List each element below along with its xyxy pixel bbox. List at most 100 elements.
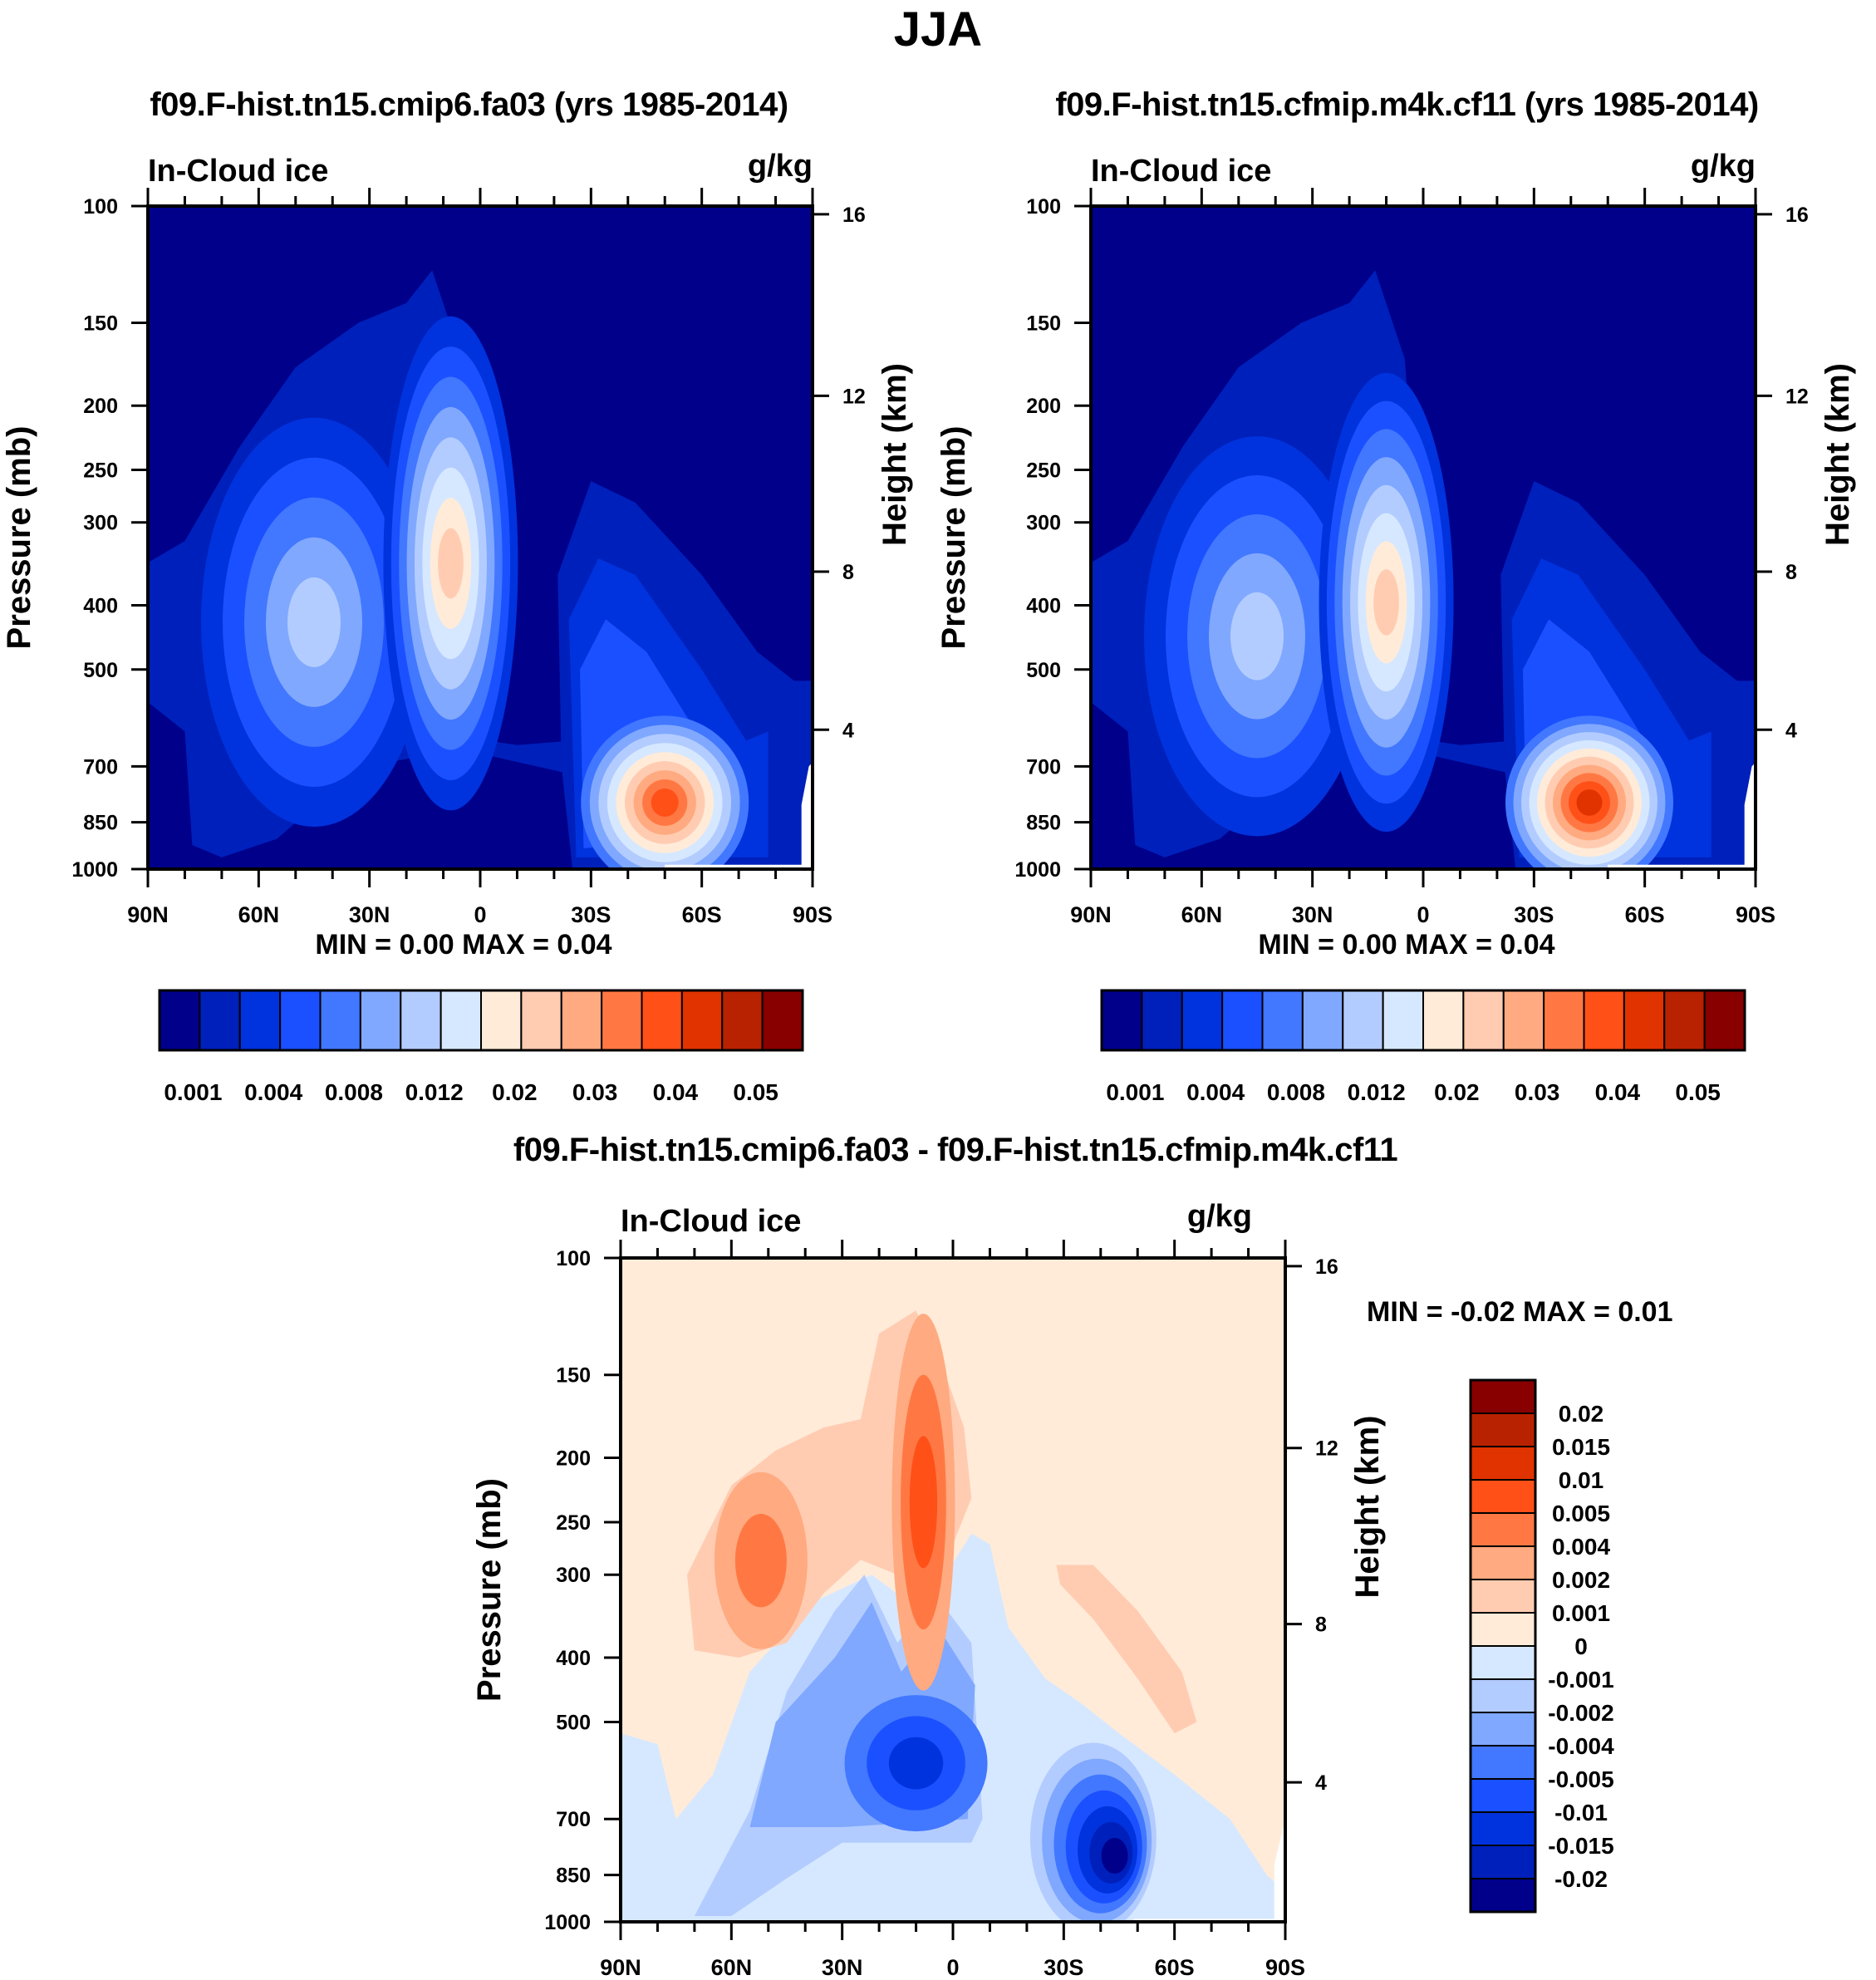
x-tick-label: 60S	[1155, 1955, 1195, 1980]
x-tick-label: 90S	[1736, 902, 1775, 927]
y-tick-label: 300	[556, 1564, 591, 1587]
right-string: g/kg	[1691, 149, 1756, 184]
nh-pos-blob-level-4	[734, 1514, 787, 1608]
y-tick-label: 200	[1026, 395, 1061, 418]
colorbar-swatch	[1470, 1379, 1536, 1414]
sh-blob-level-13	[1576, 789, 1603, 816]
x-tick-label: 60S	[1625, 902, 1665, 927]
trop-blob-level-9	[438, 528, 464, 599]
y-tick-label: 200	[556, 1447, 591, 1471]
colorbar-swatch	[1623, 990, 1666, 1051]
colorbar-swatch	[1470, 1712, 1536, 1747]
colorbar-swatch	[1470, 1545, 1536, 1580]
colorbar-label: 0.05	[1675, 1079, 1721, 1105]
colorbar-label: -0.01	[1554, 1800, 1608, 1825]
height-tick-label: 4	[1785, 719, 1797, 742]
y-tick-label: 300	[83, 512, 118, 535]
panel-top-right: f09.F-hist.tn15.cfmip.m4k.cf11 (yrs 1985…	[938, 0, 1876, 1105]
y-tick-label: 400	[1026, 594, 1061, 617]
right-string: g/kg	[1187, 1199, 1252, 1234]
x-tick-label: 90N	[127, 902, 169, 927]
colorbar-label: 0.015	[1552, 1434, 1610, 1460]
colorbar-swatch	[1261, 990, 1304, 1051]
contour-plot-difference: 90N 60N 30N 0 30S 60S 90S 100 150 200 250 300 400 500…	[471, 1199, 1673, 1980]
colorbar-label: 0.001	[164, 1079, 222, 1105]
colorbar-swatch	[601, 990, 643, 1051]
y-tick-label: 500	[1026, 659, 1061, 682]
contour-plot-top-left: 90N 60N 30N 0 30S 60S 90S 100 150 200 250 300 400 500…	[1, 149, 913, 1105]
colorbar-swatch	[1101, 990, 1143, 1051]
x-tick-label: 30S	[1514, 902, 1554, 927]
x-tick-label: 30N	[822, 1955, 863, 1980]
y-tick-label: 100	[1026, 195, 1061, 219]
colorbar-swatch	[1543, 990, 1585, 1051]
sh-blob-level-12	[651, 788, 679, 817]
colorbar-label: 0.04	[1595, 1079, 1641, 1105]
colorbar-label: -0.002	[1548, 1700, 1613, 1726]
colorbar-label: 0.05	[733, 1079, 778, 1105]
colorbar-swatch	[560, 990, 603, 1051]
panel-title: f09.F-hist.tn15.cmip6.fa03 (yrs 1985-201…	[150, 86, 788, 123]
colorbar-swatch	[1141, 990, 1183, 1051]
y-tick-label: 1000	[544, 1911, 591, 1934]
colorbar-label: 0.004	[1552, 1534, 1610, 1560]
x-tick-label: 90S	[1265, 1955, 1305, 1980]
colorbar-swatch	[1342, 990, 1384, 1051]
panel-top-left: f09.F-hist.tn15.cmip6.fa03 (yrs 1985-201…	[0, 0, 938, 1105]
colorbar-label: 0.005	[1552, 1501, 1610, 1526]
colorbar-swatch	[1382, 990, 1424, 1051]
colorbar-swatch	[1470, 1645, 1536, 1680]
y-tick-label: 700	[83, 755, 118, 779]
height-tick-label: 12	[1785, 385, 1809, 408]
x-tick-label: 30S	[571, 902, 611, 927]
y-axis-right-label: Height (km)	[1820, 363, 1856, 546]
colorbar-swatch	[1703, 990, 1746, 1051]
y-tick-label: 500	[83, 659, 118, 682]
y-axis-label: Pressure (mb)	[471, 1478, 508, 1702]
main-title: JJA	[893, 2, 983, 57]
y-tick-label: 250	[556, 1511, 591, 1535]
y-tick-label: 700	[1026, 755, 1061, 779]
colorbar-label: 0.012	[1348, 1079, 1406, 1105]
colorbar-label: 0.008	[1267, 1079, 1325, 1105]
colorbar-swatch	[359, 990, 402, 1051]
y-tick-label: 150	[556, 1364, 591, 1388]
x-tick-label: 60N	[1181, 902, 1223, 927]
nh-blob-level-6	[287, 577, 341, 667]
y-tick-label: 850	[1026, 812, 1061, 835]
panel-title: f09.F-hist.tn15.cmip6.fa03 - f09.F-hist.…	[513, 1132, 1398, 1168]
colorbar-label: 0.002	[1552, 1567, 1610, 1593]
contour-field	[148, 206, 813, 869]
height-tick-label: 8	[1315, 1614, 1327, 1637]
height-tick-label: 16	[1785, 204, 1809, 227]
y-axis-label: Pressure (mb)	[938, 426, 972, 650]
contour-field	[621, 1258, 1285, 1922]
colorbar-label: 0.008	[325, 1079, 383, 1105]
height-tick-label: 16	[842, 204, 866, 227]
min-max-stats: MIN = 0.00 MAX = 0.04	[315, 929, 611, 961]
left-string: In-Cloud ice	[621, 1204, 801, 1239]
colorbar-label: -0.005	[1548, 1766, 1613, 1792]
colorbar-label: 0.001	[1106, 1079, 1164, 1105]
nh-blob-level-6	[1230, 592, 1284, 680]
panel-title: f09.F-hist.tn15.cfmip.m4k.cf11 (yrs 1985…	[1055, 86, 1759, 123]
colorbar-swatch	[1470, 1479, 1536, 1514]
y-tick-label: 300	[1026, 512, 1061, 535]
colorbar-label: 0.02	[492, 1079, 538, 1105]
right-string: g/kg	[748, 149, 813, 184]
y-axis-label: Pressure (mb)	[1, 426, 37, 650]
colorbar-label: 0.004	[244, 1079, 302, 1105]
left-string: In-Cloud ice	[1091, 154, 1271, 189]
colorbar-swatch	[400, 990, 442, 1051]
y-axis-right-label: Height (km)	[1349, 1416, 1386, 1599]
colorbar-label: 0.001	[1552, 1600, 1610, 1626]
colorbar-swatch	[1470, 1878, 1536, 1913]
colorbar-swatch	[1470, 1579, 1536, 1614]
height-tick-label: 16	[1315, 1255, 1338, 1279]
x-tick-label: 90N	[1070, 902, 1112, 927]
height-tick-label: 8	[842, 561, 854, 584]
panel-difference: f09.F-hist.tn15.cmip6.fa03 - f09.F-hist.…	[0, 1105, 1876, 1980]
y-tick-label: 1000	[71, 858, 118, 882]
y-axis-right-label: Height (km)	[877, 363, 913, 546]
colorbar-swatch	[1470, 1745, 1536, 1780]
